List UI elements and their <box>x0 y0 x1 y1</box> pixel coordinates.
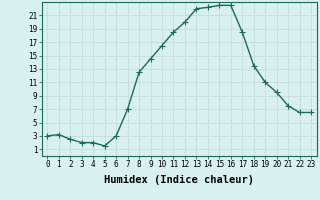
X-axis label: Humidex (Indice chaleur): Humidex (Indice chaleur) <box>104 175 254 185</box>
